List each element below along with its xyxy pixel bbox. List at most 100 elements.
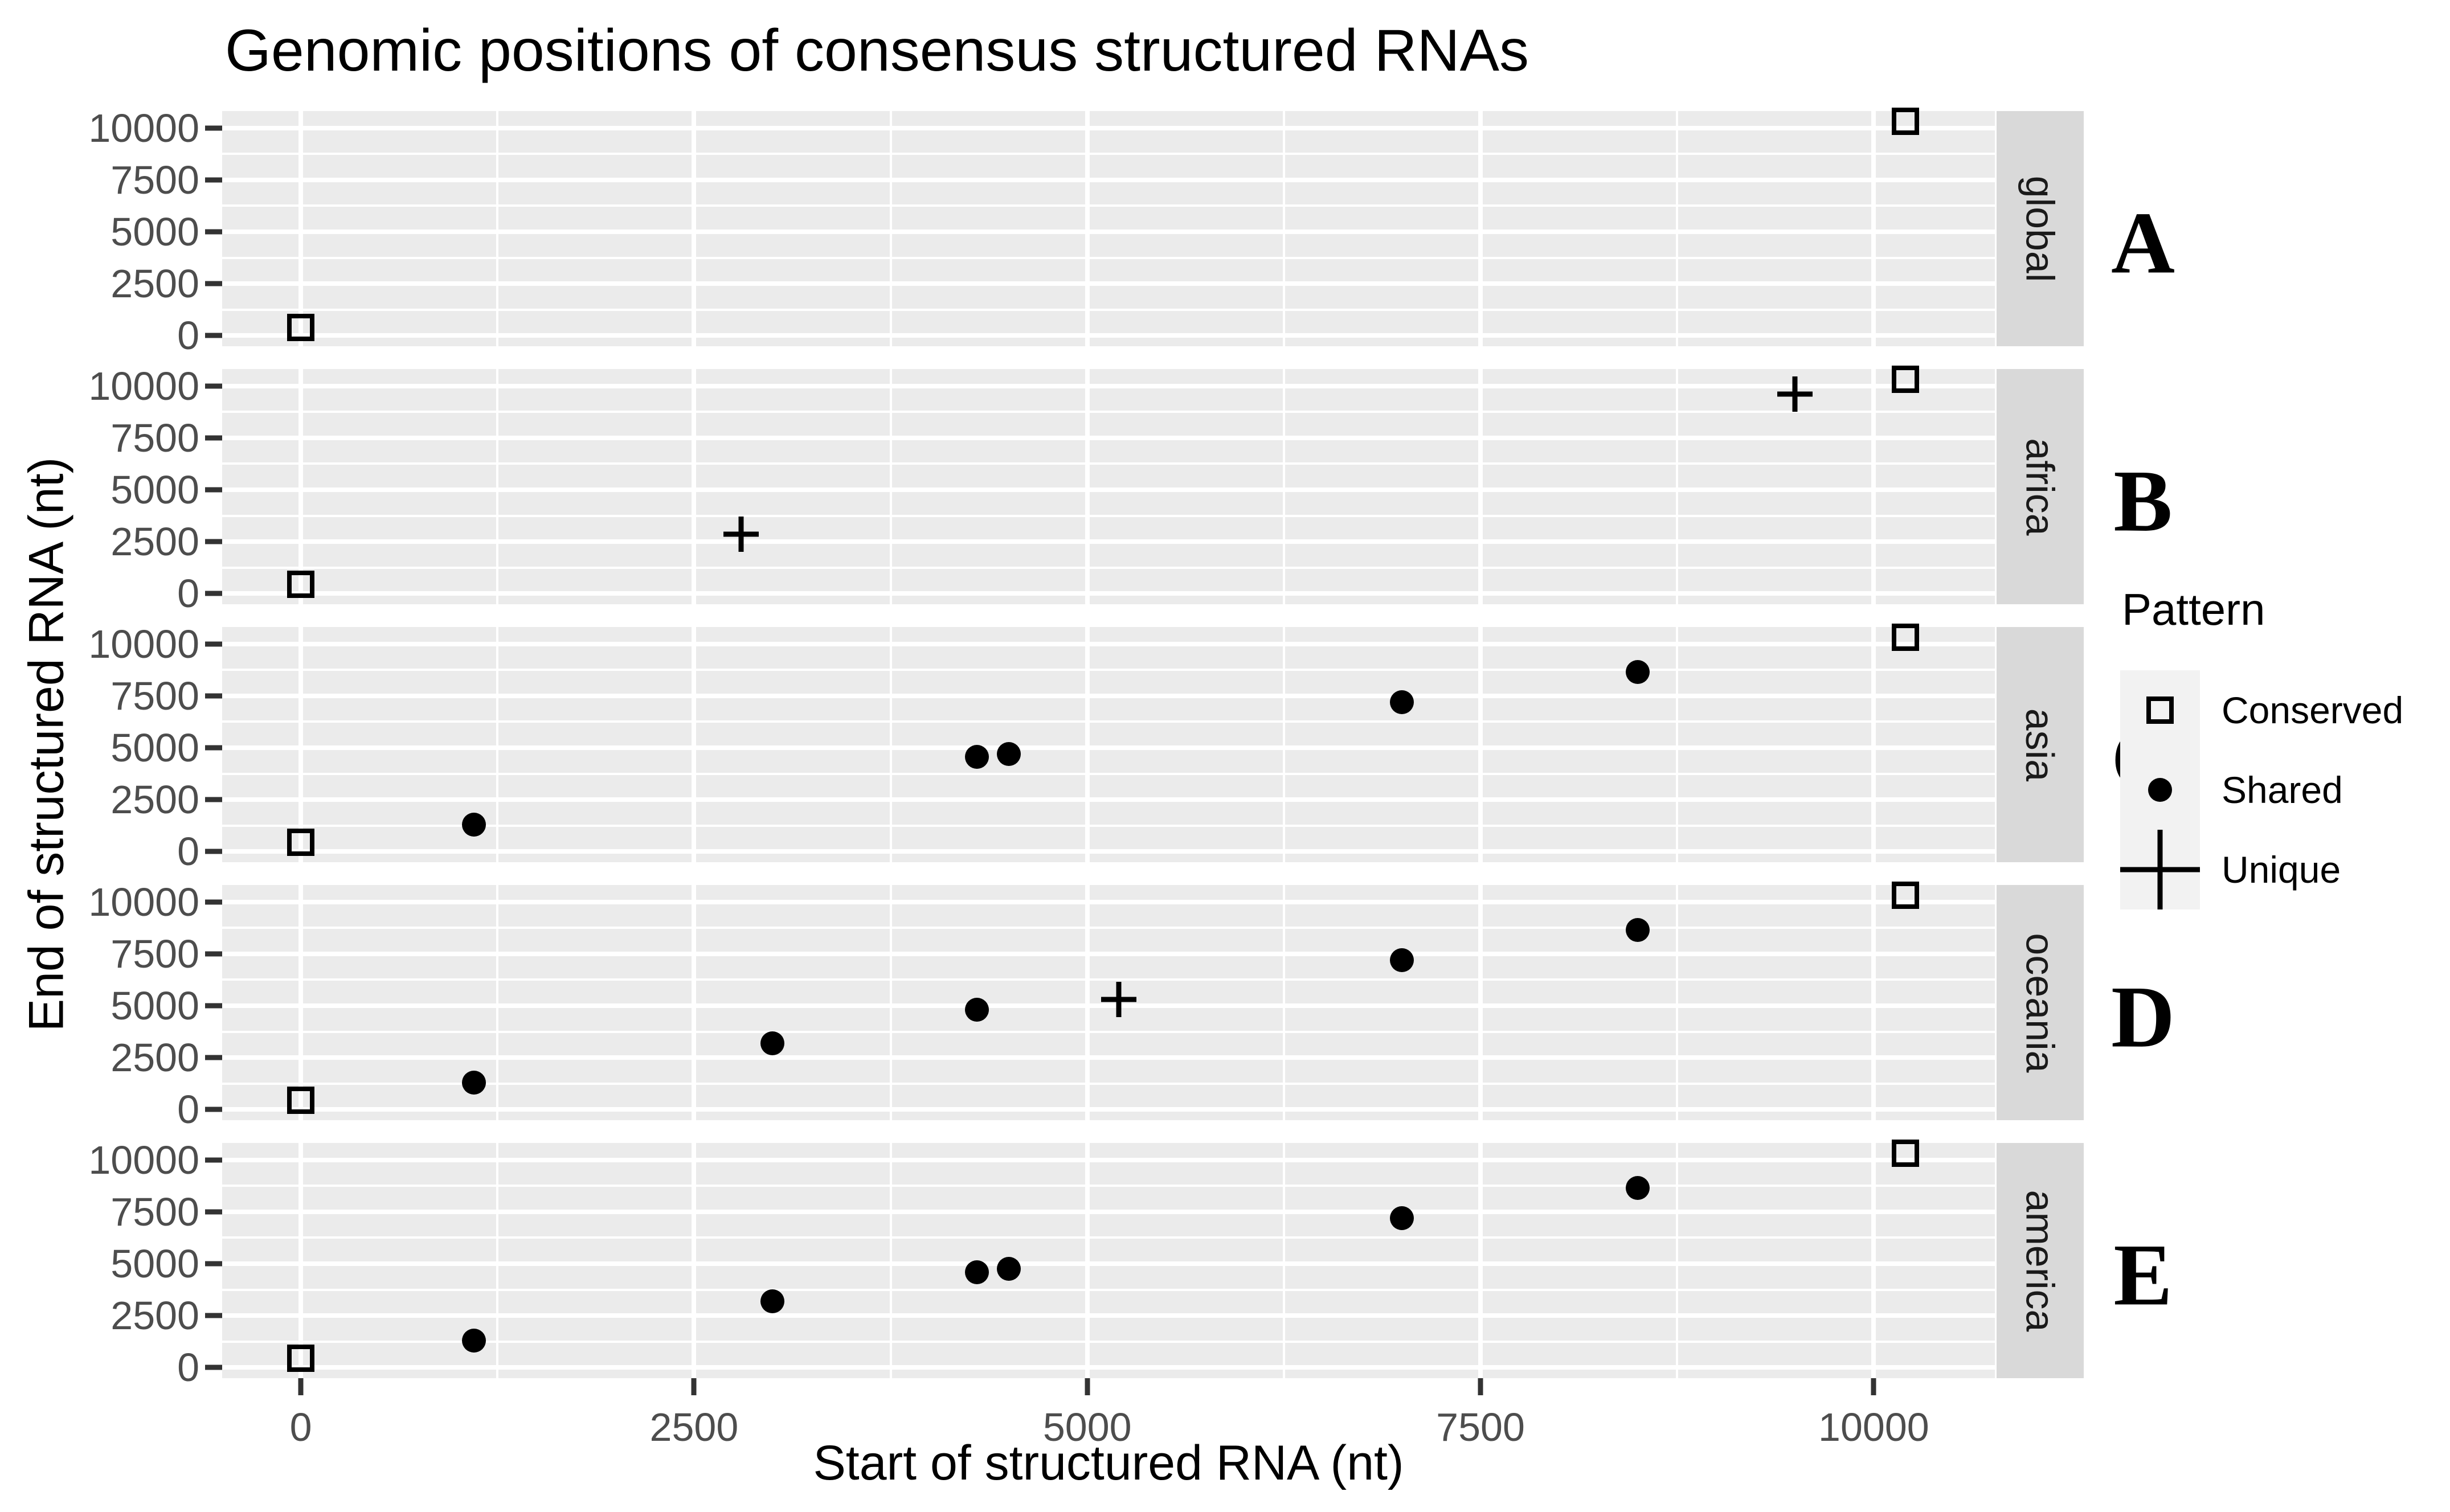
y-minor-gridline [222, 669, 1995, 671]
shared-data-point [1626, 917, 1650, 942]
conserved-data-point [1891, 881, 1919, 909]
unique-data-point [723, 517, 759, 552]
facet-tag-E: E [2113, 1226, 2173, 1323]
y-minor-gridline [222, 308, 1995, 311]
y-minor-gridline [222, 566, 1995, 569]
x-axis-tick-label: 2500 [649, 1405, 739, 1449]
x-major-gridline [298, 627, 304, 862]
plus-horizontal-bar [2120, 867, 2200, 872]
facet-tag-D: D [2111, 968, 2175, 1066]
plot-title: Genomic positions of consensus structure… [225, 18, 1529, 84]
x-major-gridline [1871, 885, 1876, 1120]
y-major-gridline [222, 745, 1995, 750]
facet-tag-B: B [2113, 452, 2173, 550]
facet-strip-africa: africa [1997, 369, 2084, 604]
facet-strip-america: america [1997, 1143, 2084, 1378]
x-minor-gridline [496, 1143, 499, 1378]
y-axis-tick-mark [205, 1157, 222, 1163]
x-major-gridline [692, 111, 697, 346]
x-axis-tick-label: 5000 [1042, 1405, 1132, 1449]
x-minor-gridline [496, 885, 499, 1120]
x-major-gridline [298, 111, 304, 346]
facet-strip-asia: asia [1997, 627, 2084, 862]
y-axis-tick-label: 2500 [111, 777, 199, 822]
plus-horizontal-bar [1101, 997, 1136, 1002]
x-major-gridline [1085, 627, 1090, 862]
y-axis-tick-mark [205, 125, 222, 131]
conserved-data-point [1891, 1139, 1919, 1167]
y-axis-tick-mark [205, 1209, 222, 1215]
x-major-gridline [692, 885, 697, 1120]
y-axis-tick-mark [205, 1055, 222, 1060]
x-minor-gridline [1676, 1143, 1679, 1378]
facet-strip-label: africa [2018, 437, 2063, 536]
facet-strip-label: america [2018, 1190, 2063, 1331]
y-axis-tick-label: 7500 [111, 931, 199, 976]
y-axis-tick-label: 5000 [111, 983, 199, 1028]
x-minor-gridline [496, 369, 499, 604]
y-minor-gridline [222, 978, 1995, 981]
shared-data-point [965, 745, 989, 769]
y-major-gridline [222, 539, 1995, 544]
y-axis-tick-label: 5000 [111, 1241, 199, 1286]
y-major-gridline [222, 1055, 1995, 1060]
y-major-gridline [222, 125, 1995, 130]
x-minor-gridline [1676, 369, 1679, 604]
y-major-gridline [222, 1261, 1995, 1266]
y-axis-tick-mark [205, 1003, 222, 1009]
y-major-gridline [222, 1365, 1995, 1370]
x-minor-gridline [496, 111, 499, 346]
legend-label-conserved: Conserved [2222, 689, 2404, 731]
x-minor-gridline [1676, 885, 1679, 1120]
y-axis-tick-mark [205, 641, 222, 647]
x-minor-gridline [1282, 369, 1285, 604]
shared-data-point [965, 1260, 989, 1284]
y-minor-gridline [222, 1030, 1995, 1033]
y-axis-tick-mark [205, 693, 222, 699]
conserved-data-point [1891, 107, 1919, 135]
legend-label-unique: Unique [2222, 849, 2341, 891]
y-major-gridline [222, 333, 1995, 338]
y-axis-tick-label: 10000 [88, 621, 199, 666]
facet-strip-label: oceania [2018, 932, 2063, 1073]
x-minor-gridline [1676, 627, 1679, 862]
x-major-gridline [1085, 111, 1090, 346]
x-major-gridline [1478, 1143, 1483, 1378]
y-axis-tick-mark [205, 797, 222, 802]
y-major-gridline [222, 591, 1995, 596]
x-minor-gridline [1282, 111, 1285, 346]
y-axis-tick-mark [205, 951, 222, 957]
shared-data-point [461, 1070, 486, 1095]
y-axis-tick-label: 7500 [111, 415, 199, 460]
shared-data-point [1389, 948, 1414, 972]
x-major-gridline [298, 369, 304, 604]
y-minor-gridline [222, 204, 1995, 207]
facet-tag-A: A [2111, 194, 2175, 292]
x-major-gridline [1478, 111, 1483, 346]
x-major-gridline [1478, 885, 1483, 1120]
shared-data-point [1389, 1206, 1414, 1230]
x-axis-tick-label: 7500 [1436, 1405, 1525, 1449]
y-minor-gridline [222, 772, 1995, 775]
x-major-gridline [1478, 627, 1483, 862]
conserved-data-point [287, 1086, 315, 1114]
plus-horizontal-bar [723, 531, 759, 537]
y-axis-tick-label: 7500 [111, 157, 199, 202]
x-minor-gridline [889, 1143, 892, 1378]
y-axis-tick-label: 10000 [88, 105, 199, 150]
legend-square-icon [2146, 696, 2174, 724]
y-minor-gridline [222, 256, 1995, 259]
y-major-gridline [222, 1313, 1995, 1318]
x-axis-tick-mark [1478, 1378, 1483, 1395]
y-minor-gridline [222, 1340, 1995, 1343]
shared-data-point [965, 998, 989, 1022]
x-major-gridline [1871, 111, 1876, 346]
y-axis-tick-label: 0 [177, 829, 199, 874]
x-minor-gridline [1282, 1143, 1285, 1378]
y-axis-tick-label: 5000 [111, 467, 199, 512]
conserved-data-point [1891, 365, 1919, 393]
x-axis-tick-mark [298, 1378, 304, 1395]
legend-key-unique [2120, 830, 2200, 909]
facet-panel-asia [222, 623, 1995, 862]
y-axis-tick-mark [205, 899, 222, 905]
